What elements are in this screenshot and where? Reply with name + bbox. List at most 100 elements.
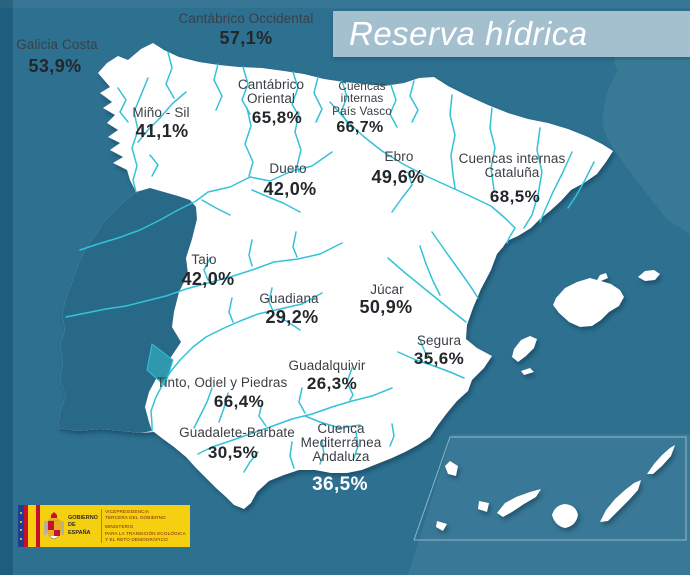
portugal-silhouette — [58, 188, 197, 433]
basin-name-mino-sil: Miño - Sil — [132, 105, 190, 120]
left-dark-band — [0, 0, 13, 575]
river — [244, 107, 254, 177]
basin-name-cuencas-internas-pais-vasco: Cuencas internas País Vasco — [332, 79, 392, 118]
river — [313, 76, 323, 123]
island-tenerife — [497, 489, 541, 517]
title-banner: Reserva hídrica — [333, 11, 690, 57]
river — [213, 63, 223, 111]
basin-name-cuenca-mediterranea-andaluza: Cuenca Mediterránea Andaluza — [300, 421, 382, 465]
river — [539, 151, 573, 223]
river — [489, 107, 496, 191]
river — [431, 231, 479, 299]
river — [137, 91, 187, 143]
basin-name-segura: Segura — [416, 333, 462, 348]
basin-value-duero: 42,0% — [263, 179, 317, 199]
basin-name-guadalquivir: Guadalquivir — [288, 358, 366, 373]
river — [319, 439, 325, 465]
river — [251, 189, 301, 213]
river — [241, 66, 251, 115]
basin-value-segura: 35,6% — [413, 349, 465, 368]
river — [419, 339, 433, 361]
basin-value-tajo: 42,0% — [181, 269, 235, 289]
spain-coat-of-arms-icon — [44, 512, 64, 540]
river — [389, 84, 398, 128]
island-gran-canaria — [552, 504, 578, 528]
river — [419, 245, 441, 296]
basin-value-ebro: 49,6% — [371, 167, 425, 187]
river — [258, 402, 267, 427]
river — [449, 94, 456, 189]
river — [291, 71, 301, 119]
iberian-peninsula-landmass — [58, 43, 613, 509]
river — [523, 127, 543, 229]
basin-name-guadalete-barbate: Guadalete-Barbate — [179, 425, 295, 440]
river — [353, 431, 359, 459]
basin-value-jucar: 50,9% — [359, 297, 413, 317]
island-mallorca — [553, 273, 624, 327]
river — [243, 451, 259, 473]
gobierno-de-espana-text: GOBIERNO DE ESPAÑA — [68, 515, 98, 536]
river — [117, 87, 129, 123]
basin-name-cantabrico-oriental: Cantábrico Oriental — [237, 77, 305, 107]
basin-name-galicia-costa: Galicia Costa — [16, 37, 98, 52]
basin-value-cuencas-internas-cataluna: 68,5% — [489, 187, 541, 206]
river — [294, 112, 302, 173]
basin-value-guadalquivir: 26,3% — [306, 374, 358, 393]
river — [218, 392, 229, 423]
river — [275, 314, 301, 331]
logo-divider — [101, 509, 102, 543]
river — [193, 387, 213, 429]
river — [409, 80, 419, 123]
spain-flag-yellow — [28, 505, 36, 547]
river — [203, 257, 211, 281]
river — [329, 101, 516, 244]
basin-name-guadiana: Guadiana — [259, 291, 319, 306]
basin-value-cuencas-internas-pais-vasco: 66,7% — [336, 119, 384, 136]
river — [228, 297, 234, 323]
river — [304, 415, 361, 429]
island-el-hierro — [436, 521, 447, 531]
ministry-text: VICEPRESIDENCIA TERCERA DEL GOBIERNO MIN… — [105, 509, 186, 542]
basin-value-galicia-costa: 53,9% — [28, 56, 82, 76]
islands-group — [436, 270, 675, 531]
basin-name-cuencas-internas-cataluna: Cuencas internas Cataluña — [458, 151, 566, 181]
river — [197, 387, 393, 455]
river-network — [65, 51, 595, 473]
spain-flag-red-left — [24, 505, 28, 547]
island-menorca — [638, 270, 660, 281]
basin-name-cantabrico-occidental: Cantábrico Occidental — [178, 11, 314, 26]
gobierno-de-espana-logo: GOBIERNO DE ESPAÑA VICEPRESIDENCIA TERCE… — [18, 505, 190, 547]
river — [387, 257, 467, 323]
basin-value-cantabrico-occidental: 57,1% — [219, 28, 273, 48]
basin-name-tinto-odiel-piedras: Tinto, Odiel y Piedras — [156, 375, 288, 390]
basin-name-tajo: Tajo — [191, 252, 217, 267]
background-diagonal-band — [408, 434, 690, 575]
river — [346, 367, 354, 401]
eu-flag-strip — [18, 505, 24, 547]
island-ibiza — [512, 336, 537, 362]
basin-name-jucar: Júcar — [370, 282, 404, 297]
basin-value-guadalete-barbate: 30,5% — [207, 443, 259, 462]
river — [567, 161, 595, 209]
island-lanzarote — [647, 445, 675, 474]
basin-value-mino-sil: 41,1% — [135, 121, 189, 141]
river — [289, 441, 295, 469]
island-formentera — [521, 368, 534, 375]
basin-value-cuenca-mediterranea-andaluza: 36,5% — [312, 474, 368, 495]
river — [298, 387, 306, 414]
river — [268, 287, 274, 312]
page-title: Reserva hídrica — [349, 15, 588, 52]
spain-flag-red-right — [36, 505, 40, 547]
basin-name-duero: Duero — [269, 161, 307, 176]
river — [397, 351, 465, 379]
river — [131, 77, 149, 193]
river — [149, 154, 159, 177]
river — [248, 239, 253, 267]
basin-value-guadiana: 29,2% — [265, 307, 319, 327]
background-france-silhouette — [602, 26, 690, 234]
basin-name-ebro: Ebro — [384, 149, 414, 164]
river — [389, 423, 395, 447]
island-fuerteventura — [600, 480, 641, 522]
